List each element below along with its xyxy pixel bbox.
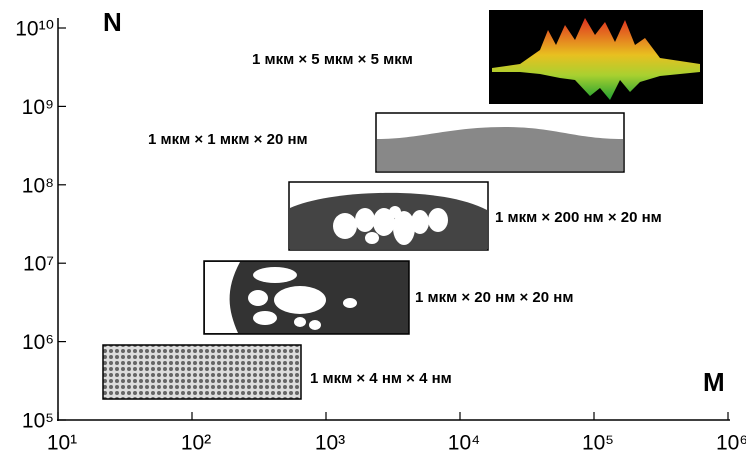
inset-image [376,113,624,172]
y-axis-title: N [103,7,122,37]
y-tick-label: 10¹⁰ [15,18,54,41]
y-tick-label: 10⁹ [22,96,54,119]
x-tick-label: 10² [181,432,211,455]
x-tick-label: 10⁶ [716,432,746,455]
y-tick-label: 10⁷ [23,253,54,276]
x-tick-label: 10⁴ [448,432,480,455]
x-axis-title: M [703,367,725,397]
chart: N M 1 мкм × 5 мкм × 5 мкм 1 мкм × 1 мкм … [0,0,746,461]
inset-image [489,10,703,104]
annotation: 1 мкм × 1 мкм × 20 нм [148,131,308,148]
inset-image [289,182,488,250]
inset-image [204,261,409,334]
annotation: 1 мкм × 4 нм × 4 нм [310,370,452,387]
y-tick-label: 10⁵ [22,410,54,433]
x-tick-label: 10³ [315,432,345,455]
annotation: 1 мкм × 20 нм × 20 нм [415,289,573,306]
y-tick-label: 10⁸ [22,174,54,197]
x-tick-label: 10⁵ [582,432,614,455]
y-tick-label: 10⁶ [22,331,54,354]
x-tick-label: 10¹ [47,432,77,455]
inset-image [103,345,301,399]
annotation: 1 мкм × 200 нм × 20 нм [495,209,662,226]
annotation: 1 мкм × 5 мкм × 5 мкм [252,51,413,68]
